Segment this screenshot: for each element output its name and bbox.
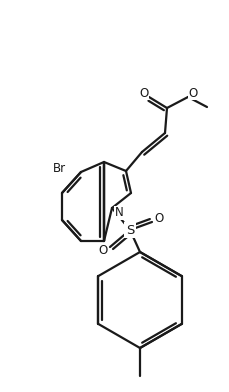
Text: O: O bbox=[188, 87, 197, 100]
Text: S: S bbox=[125, 223, 134, 236]
Text: Br: Br bbox=[52, 163, 65, 176]
Text: O: O bbox=[139, 87, 148, 100]
Text: O: O bbox=[154, 212, 163, 225]
Text: N: N bbox=[114, 207, 123, 220]
Text: O: O bbox=[98, 245, 107, 258]
